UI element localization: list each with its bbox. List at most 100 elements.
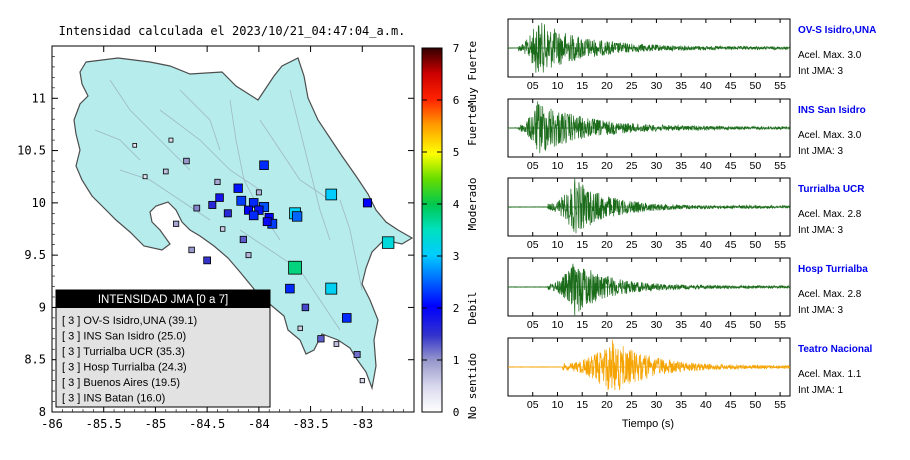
legend-item: [ 3 ] OV-S Isidro,UNA (39.1): [62, 315, 197, 327]
station-name: INS San Isidro: [798, 105, 866, 116]
station-marker: [183, 157, 190, 165]
seismogram-x-tick-label: 15: [576, 80, 588, 92]
seismogram-x-tick-label: 50: [750, 160, 762, 172]
seismogram-x-tick-label: 55: [774, 319, 786, 331]
station-marker: [342, 313, 352, 323]
seismogram-x-tick-label: 10: [552, 80, 564, 92]
costa-rica-land: [73, 57, 414, 391]
seismogram-x-tick-label: 20: [601, 160, 613, 172]
station-marker: [317, 335, 325, 343]
seismogram-x-tick-label: 55: [774, 160, 786, 172]
station-marker: [297, 325, 303, 332]
station-name: OV-S Isidro,UNA: [798, 25, 876, 36]
colorbar-tick-label: 2: [453, 302, 460, 315]
acel-max-label: Acel. Max. 2.8: [798, 289, 862, 300]
acel-max-label: Acel. Max. 3.0: [798, 130, 862, 141]
station-marker: [333, 341, 340, 347]
station-marker: [325, 282, 338, 295]
map-x-tick-label: -84.5: [189, 417, 225, 431]
legend-item: [ 3 ] Turrialba UCR (35.3): [62, 346, 185, 358]
station-name: Turrialba UCR: [798, 184, 865, 195]
acel-max-label: Acel. Max. 3.0: [798, 50, 862, 61]
seismogram-panel: 05 10 15 20 25 30 35 40 45 50 55 Teatro Nacional Ace…: [507, 337, 872, 411]
seismogram-panel: 05 10 15 20 25 30 35 40 45 50 55 OV-S Isidro,UNA Ace…: [507, 18, 876, 92]
seismogram-x-tick-label: 35: [675, 160, 687, 172]
map-axes: -86 -85.5 -85 -84.5 -84 -83.5 -83 8 8.5 9 9.5 10 10.…: [17, 45, 415, 431]
seismogram-x-tick-label: 10: [552, 239, 564, 251]
seismogram-x-tick-label: 45: [725, 319, 737, 331]
station-marker: [193, 204, 201, 212]
map-title: Intensidad calculada el 2023/10/21_04:47…: [59, 24, 406, 38]
map-x-tick-label: -85: [145, 417, 167, 431]
station-marker: [301, 303, 310, 312]
seismogram-x-tick-label: 25: [626, 80, 638, 92]
station-name: Teatro Nacional: [798, 344, 872, 355]
seismogram-x-tick-label: 20: [601, 239, 613, 251]
map-x-tick-label: -84: [248, 417, 270, 431]
seismogram-x-tick-label: 20: [601, 399, 613, 411]
seismogram-x-tick-label: 35: [675, 239, 687, 251]
station-marker: [285, 283, 295, 294]
seismogram-x-tick-label: 10: [552, 399, 564, 411]
map-y-tick-label: 8: [39, 405, 46, 419]
acel-max-label: Acel. Max. 2.8: [798, 209, 862, 220]
station-marker: [248, 210, 259, 221]
colorbar-tick-label: 0: [453, 406, 460, 419]
seismogram-x-tick-label: 15: [576, 399, 588, 411]
station-name: Hosp Turrialba: [798, 264, 868, 275]
station-marker: [173, 220, 180, 227]
map-frame: [51, 45, 415, 413]
colorbar-class-label: No sentido: [466, 353, 479, 419]
legend: INTENSIDAD JMA [0 a 7] [ 3 ] OV-S Isidro…: [55, 289, 271, 408]
seismogram-trace: [507, 101, 791, 154]
station-marker: [239, 235, 247, 244]
jma-intensity-label: Int JMA: 3: [798, 305, 843, 316]
colorbar-ticks: 0 1 2 3 4 5 6 7: [422, 42, 460, 419]
station-marker: [168, 137, 174, 143]
station-marker: [359, 378, 365, 384]
colorbar-class-label: Debil: [466, 291, 479, 324]
station-marker: [325, 188, 338, 201]
seismogram-x-tick-label: 30: [651, 319, 663, 331]
jma-intensity-label: Int JMA: 3: [798, 225, 843, 236]
seismogram-x-tick-label: 30: [651, 399, 663, 411]
seismogram-x-tick-label: 05: [527, 399, 539, 411]
station-marker: [219, 226, 226, 232]
seismogram-x-tick-label: 10: [552, 160, 564, 172]
jma-intensity-label: Int JMA: 1: [798, 385, 843, 396]
legend-title: INTENSIDAD JMA [0 a 7]: [98, 294, 228, 306]
seismogram-x-tick-label: 45: [725, 80, 737, 92]
acel-max-label: Acel. Max. 1.1: [798, 369, 862, 380]
seismogram-x-tick-label: 55: [774, 399, 786, 411]
map-x-tick-label: -86: [41, 417, 63, 431]
map-y-tick-label: 10.5: [17, 144, 46, 158]
seismogram-panel: 05 10 15 20 25 30 35 40 45 50 55 Hosp Turrialba Acel…: [507, 257, 868, 331]
station-marker: [244, 205, 254, 215]
seismogram-x-tick-label: 55: [774, 239, 786, 251]
station-marker: [208, 200, 217, 209]
colorbar-tick-label: 6: [453, 94, 460, 107]
seismogram-x-tick-label: 05: [527, 319, 539, 331]
map-y-tick-label: 9.5: [24, 248, 46, 262]
station-marker: [188, 246, 195, 254]
colorbar-gradient: [421, 47, 443, 413]
station-marker: [288, 260, 302, 275]
legend-item: [ 3 ] INS Batan (16.0): [62, 393, 165, 405]
station-marker: [203, 256, 211, 265]
seismogram-x-tick-label: 45: [725, 239, 737, 251]
jma-intensity-label: Int JMA: 3: [798, 146, 843, 157]
seismogram-x-tick-label: 30: [651, 239, 663, 251]
legend-items: [ 3 ] OV-S Isidro,UNA (39.1) [ 3 ] INS Sa…: [62, 315, 197, 405]
seismogram-x-tick-label: 40: [700, 239, 712, 251]
seismogram-x-tick-label: 40: [700, 399, 712, 411]
station-marker: [291, 211, 303, 222]
seismogram-x-tick-label: 40: [700, 319, 712, 331]
x-axis-label: Tiempo (s): [622, 418, 674, 430]
colorbar-tick-label: 1: [453, 354, 460, 367]
legend-item: [ 3 ] Buenos Aires (19.5): [62, 377, 180, 389]
station-marker: [215, 193, 224, 202]
map-x-tick-label: -85.5: [86, 417, 122, 431]
legend-box: [55, 289, 271, 408]
station-marker: [353, 351, 361, 358]
